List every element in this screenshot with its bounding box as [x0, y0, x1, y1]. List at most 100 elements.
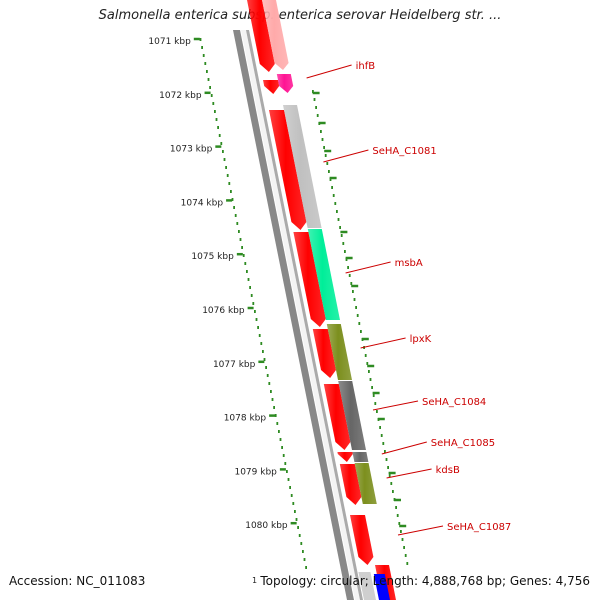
scale-label: 1080 kbp — [245, 521, 288, 531]
backbone-gap — [241, 30, 360, 600]
scale-label: 1072 kbp — [159, 91, 202, 101]
scale-dot — [228, 182, 231, 185]
scale-dot — [300, 542, 303, 545]
forward-gene-arrow — [263, 80, 280, 94]
scale-label: 1071 kbp — [148, 37, 191, 47]
scale-dot — [254, 310, 256, 313]
scale-dot — [250, 294, 253, 297]
scale-dot — [273, 406, 275, 409]
outer-dot — [398, 522, 401, 525]
scale-dot — [270, 390, 272, 393]
scale-dot — [281, 446, 283, 449]
backbone-line-outer — [246, 30, 363, 600]
scale-dot — [249, 286, 251, 289]
outer-dot — [312, 90, 314, 93]
outer-dot — [340, 234, 343, 237]
forward-gene-arrow — [323, 384, 351, 450]
scale-dot — [210, 94, 213, 97]
gene-block-SeHA_C1084 — [338, 381, 366, 450]
scale-dot — [292, 502, 295, 505]
gene-block-SeHA_C1081 — [283, 105, 322, 228]
scale-dot — [247, 278, 250, 281]
outer-dot — [336, 210, 338, 213]
outer-dot — [348, 274, 351, 277]
outer-dot — [376, 410, 378, 413]
scale-dot — [231, 198, 234, 201]
outer-dot — [368, 370, 370, 373]
scale-dot — [260, 342, 263, 345]
scale-dot — [287, 478, 290, 481]
leader-line — [397, 525, 444, 536]
scale-dot — [218, 134, 221, 137]
outer-dot — [372, 394, 375, 397]
scale-dot — [220, 142, 223, 145]
scale-dot — [215, 118, 218, 121]
gene-label: msbA — [395, 258, 423, 269]
scale-dot — [206, 70, 208, 73]
outer-dot — [326, 162, 329, 165]
outer-dot — [331, 186, 333, 189]
scale-dot — [294, 510, 296, 513]
scale-dot — [257, 326, 259, 329]
outer-dot — [342, 242, 345, 245]
scale-dot — [209, 86, 211, 89]
scale-dot — [202, 54, 205, 57]
accession-text: Accession: NC_011083 — [9, 574, 146, 588]
scale-dot — [217, 126, 219, 129]
scale-dot — [212, 102, 215, 105]
scale-label-partial: 1 — [252, 576, 257, 585]
outer-dot — [320, 130, 322, 133]
outer-dot — [321, 138, 324, 141]
scale-dot — [282, 454, 285, 457]
scale-dot — [265, 366, 267, 369]
scale-label: 1076 kbp — [202, 306, 245, 316]
leader-line — [323, 149, 369, 163]
outer-dot — [380, 434, 383, 437]
outer-dot — [316, 114, 319, 117]
gene-label: SeHA_C1081 — [372, 146, 436, 157]
scale-dot — [214, 110, 216, 113]
scale-label: 1073 kbp — [170, 145, 213, 155]
outer-dot — [392, 490, 394, 493]
scale-dot — [255, 318, 258, 321]
scale-dot — [246, 270, 248, 273]
scale-dot — [266, 374, 269, 377]
scale-dot — [258, 334, 261, 337]
genome-summary: Topology: circular; Length: 4,888,768 bp… — [260, 574, 590, 588]
forward-gene-arrow — [339, 464, 362, 505]
outer-dot — [390, 482, 393, 485]
outer-dot — [385, 458, 388, 461]
scale-label: 1079 kbp — [234, 467, 277, 477]
leader-line — [306, 64, 352, 79]
scale-dot — [207, 78, 210, 81]
outer-dot — [350, 282, 353, 285]
outer-dot — [382, 442, 385, 445]
partial-gene-blue — [373, 574, 390, 600]
scale-dot — [278, 430, 280, 433]
scale-dot — [290, 494, 293, 497]
scale-dot — [252, 302, 255, 305]
scale-dot — [274, 414, 277, 417]
leader-line — [345, 261, 391, 274]
partial-gene-gray — [358, 572, 376, 600]
scale-dot — [297, 526, 299, 529]
gene-block-SeHA_C1085 — [352, 452, 369, 462]
gene-label: kdsB — [436, 465, 460, 476]
outer-dot — [356, 314, 359, 317]
scale-dot — [242, 254, 245, 257]
outer-dot — [358, 322, 361, 325]
scale-dot — [298, 534, 301, 537]
outer-dot — [313, 98, 316, 101]
gene-label: lpxK — [410, 334, 432, 345]
outer-dot — [315, 106, 317, 109]
scale-dot — [279, 438, 282, 441]
scale-dot — [233, 206, 235, 209]
scale-dot — [201, 46, 203, 49]
scale-dot — [244, 262, 247, 265]
scale-label: 1077 kbp — [213, 360, 256, 370]
forward-gene-arrow — [312, 329, 336, 378]
outer-dot — [387, 466, 389, 469]
outer-dot — [347, 266, 349, 269]
scale-dot — [204, 62, 207, 65]
outer-dot — [360, 330, 362, 333]
